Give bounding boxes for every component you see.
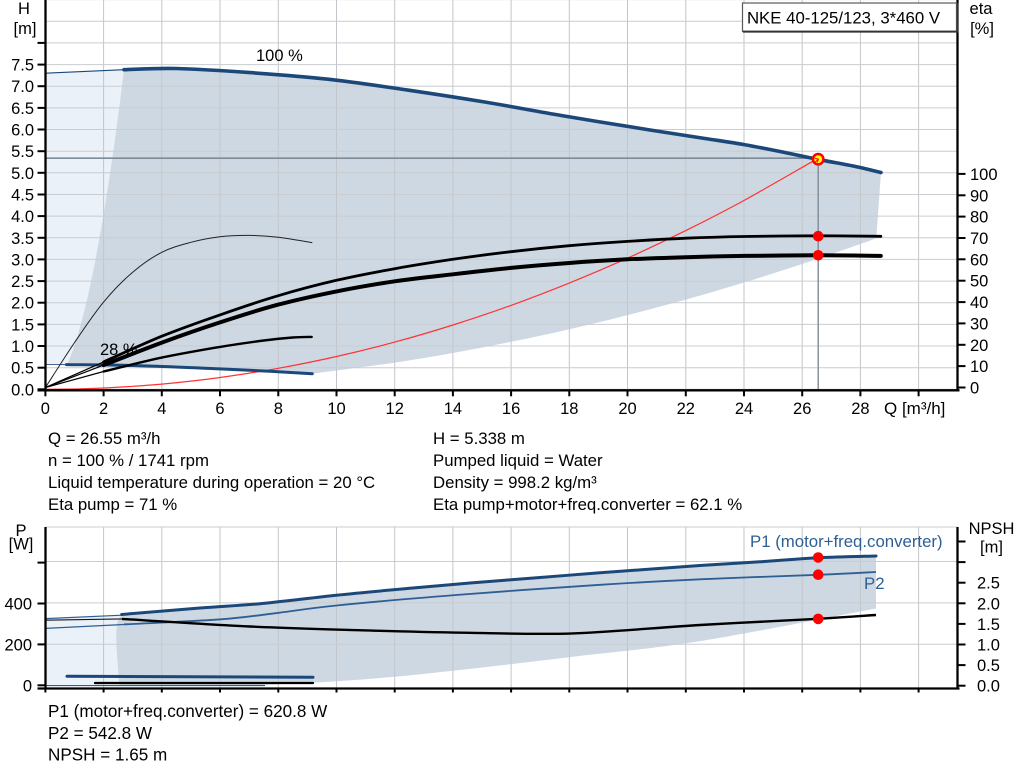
svg-text:Liquid temperature during oper: Liquid temperature during operation = 20… — [48, 473, 375, 492]
svg-text:n = 100 % / 1741 rpm: n = 100 % / 1741 rpm — [48, 451, 209, 470]
svg-text:10: 10 — [327, 400, 345, 418]
svg-text:1.0: 1.0 — [977, 637, 1000, 655]
svg-text:70: 70 — [970, 230, 988, 248]
svg-text:NKE 40-125/123, 3*460 V: NKE 40-125/123, 3*460 V — [747, 9, 941, 28]
svg-text:0.5: 0.5 — [11, 360, 34, 378]
svg-text:4: 4 — [157, 400, 166, 418]
svg-text:20: 20 — [618, 400, 636, 418]
svg-text:50: 50 — [970, 273, 988, 291]
svg-text:2: 2 — [99, 400, 108, 418]
svg-text:60: 60 — [970, 251, 988, 269]
svg-text:0.5: 0.5 — [977, 657, 1000, 675]
svg-text:H: H — [18, 0, 30, 18]
svg-text:26: 26 — [793, 400, 811, 418]
svg-text:10: 10 — [970, 358, 988, 376]
svg-text:0: 0 — [23, 677, 32, 695]
svg-text:eta: eta — [970, 0, 994, 18]
svg-text:22: 22 — [677, 400, 695, 418]
svg-text:Density = 998.2 kg/m³: Density = 998.2 kg/m³ — [433, 473, 597, 492]
svg-text:1.5: 1.5 — [977, 616, 1000, 634]
svg-text:3.0: 3.0 — [11, 251, 34, 269]
svg-text:40: 40 — [970, 294, 988, 312]
svg-text:100: 100 — [970, 166, 998, 184]
svg-text:200: 200 — [4, 636, 32, 654]
svg-text:Q = 26.55 m³/h: Q = 26.55 m³/h — [48, 429, 160, 448]
svg-text:P2: P2 — [864, 574, 885, 593]
svg-text:6.0: 6.0 — [11, 122, 34, 140]
svg-text:12: 12 — [386, 400, 404, 418]
svg-text:P1 (motor+freq.converter): P1 (motor+freq.converter) — [750, 532, 943, 551]
svg-text:1.5: 1.5 — [11, 316, 34, 334]
svg-text:2.5: 2.5 — [11, 273, 34, 291]
svg-text:0.0: 0.0 — [977, 678, 1000, 696]
svg-text:Eta pump = 71 %: Eta pump = 71 % — [48, 495, 177, 514]
svg-text:2.5: 2.5 — [977, 575, 1000, 593]
svg-text:Q [m³/h]: Q [m³/h] — [884, 399, 945, 418]
svg-text:3.5: 3.5 — [11, 230, 34, 248]
svg-text:NPSH: NPSH — [969, 520, 1015, 538]
svg-text:2.0: 2.0 — [977, 595, 1000, 613]
svg-text:20: 20 — [970, 337, 988, 355]
svg-text:P1 (motor+freq.converter) = 62: P1 (motor+freq.converter) = 620.8 W — [48, 702, 328, 721]
svg-text:5.0: 5.0 — [11, 165, 34, 183]
svg-text:H = 5.338 m: H = 5.338 m — [433, 429, 525, 448]
svg-text:[m]: [m] — [14, 20, 37, 38]
svg-text:28 %: 28 % — [100, 341, 138, 359]
svg-text:90: 90 — [970, 187, 988, 205]
svg-text:30: 30 — [970, 315, 988, 333]
svg-text:6: 6 — [215, 400, 224, 418]
svg-text:P2 = 542.8 W: P2 = 542.8 W — [48, 724, 153, 743]
svg-text:7.5: 7.5 — [11, 57, 34, 75]
svg-text:400: 400 — [4, 596, 32, 614]
svg-text:2.0: 2.0 — [11, 295, 34, 313]
svg-text:P: P — [15, 522, 26, 540]
svg-text:8: 8 — [274, 400, 283, 418]
svg-text:[m]: [m] — [980, 539, 1003, 557]
svg-text:18: 18 — [560, 400, 578, 418]
svg-text:Pumped liquid = Water: Pumped liquid = Water — [433, 451, 603, 470]
svg-text:5.5: 5.5 — [11, 143, 34, 161]
svg-text:1.0: 1.0 — [11, 338, 34, 356]
svg-text:0.0: 0.0 — [11, 381, 34, 399]
svg-text:Eta pump+motor+freq.converter: Eta pump+motor+freq.converter = 62.1 % — [433, 495, 742, 514]
svg-text:6.5: 6.5 — [11, 100, 34, 118]
svg-text:80: 80 — [970, 209, 988, 227]
svg-text:16: 16 — [502, 400, 520, 418]
svg-text:NPSH = 1.65 m: NPSH = 1.65 m — [48, 746, 167, 765]
svg-text:[%]: [%] — [970, 20, 994, 38]
svg-text:28: 28 — [851, 400, 869, 418]
svg-text:14: 14 — [444, 400, 462, 418]
svg-text:4.0: 4.0 — [11, 208, 34, 226]
svg-text:[W]: [W] — [9, 536, 34, 554]
svg-text:24: 24 — [735, 400, 753, 418]
svg-text:100 %: 100 % — [256, 47, 303, 65]
svg-text:0: 0 — [41, 400, 50, 418]
svg-text:4.5: 4.5 — [11, 187, 34, 205]
svg-text:7.0: 7.0 — [11, 78, 34, 96]
svg-text:0: 0 — [970, 380, 979, 398]
